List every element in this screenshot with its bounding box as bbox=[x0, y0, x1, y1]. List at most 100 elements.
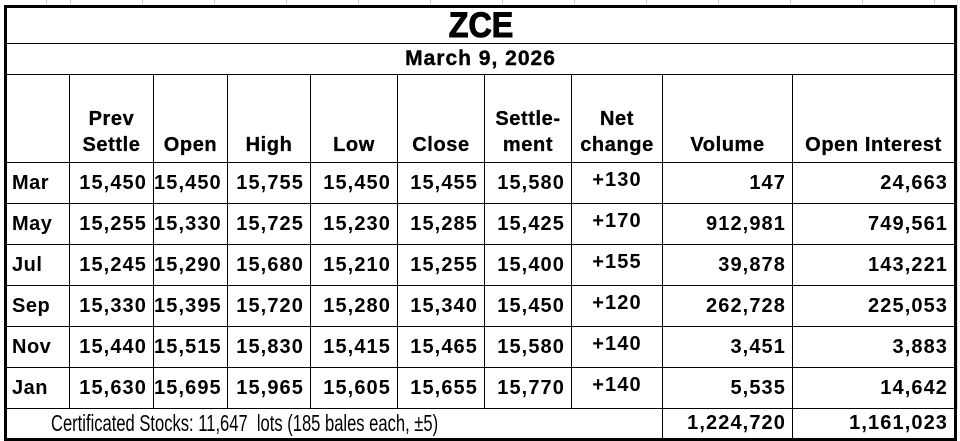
cell-settlement: 15,450 bbox=[484, 285, 572, 327]
cell-settlement: 15,425 bbox=[484, 203, 572, 245]
header-line: Net bbox=[599, 108, 635, 130]
col-header-open-interest: Open Interest bbox=[791, 74, 957, 163]
cell-net-change: +170 bbox=[571, 203, 663, 245]
header-line: Prev bbox=[88, 108, 135, 130]
cell-prev-settle: 15,245 bbox=[69, 244, 154, 286]
data-rows: Mar 15,450 15,450 15,755 15,450 15,455 1… bbox=[5, 162, 957, 409]
col-header-open: Open bbox=[153, 74, 228, 163]
cell-open-interest: 24,663 bbox=[791, 162, 957, 204]
footer-row: Certificated Stocks: 11,647 lots (185 ba… bbox=[5, 408, 957, 440]
cell-prev-settle: 15,630 bbox=[69, 367, 154, 409]
cell-month: Mar bbox=[5, 162, 70, 204]
volume-total-cell: 1,224,720 bbox=[662, 408, 793, 440]
certificated-stocks-note: Certificated Stocks: 11,647 lots (185 ba… bbox=[51, 410, 439, 436]
futures-price-table: ZCE March 9, 2026 Prev Settle Open High L… bbox=[4, 5, 958, 441]
header-line: Settle- bbox=[495, 108, 561, 130]
table-row: Nov 15,440 15,515 15,830 15,415 15,465 1… bbox=[5, 326, 957, 368]
header-line: Open Interest bbox=[805, 134, 942, 156]
excel-gridline-right bbox=[957, 0, 958, 409]
cell-prev-settle: 15,440 bbox=[69, 326, 154, 368]
col-header-volume: Volume bbox=[662, 74, 793, 163]
cell-month: Jul bbox=[5, 244, 70, 286]
cell-open-interest: 225,053 bbox=[791, 285, 957, 327]
open-interest-total-cell: 1,161,023 bbox=[791, 408, 957, 440]
cell-net-change: +155 bbox=[571, 244, 663, 286]
cell-high: 15,720 bbox=[227, 285, 311, 327]
date-cell: March 9, 2026 bbox=[4, 43, 957, 75]
cell-low: 15,605 bbox=[310, 367, 398, 409]
cell-close: 15,255 bbox=[397, 244, 485, 286]
header-line: Volume bbox=[690, 134, 765, 156]
cell-open-interest: 749,561 bbox=[791, 203, 957, 245]
cell-high: 15,830 bbox=[227, 326, 311, 368]
table-row: Mar 15,450 15,450 15,755 15,450 15,455 1… bbox=[5, 162, 957, 204]
table-row: May 15,255 15,330 15,725 15,230 15,285 1… bbox=[5, 203, 957, 245]
cell-volume: 912,981 bbox=[662, 203, 793, 245]
cell-open-interest: 14,642 bbox=[791, 367, 957, 409]
cell-net-change: +140 bbox=[571, 326, 663, 368]
cell-net-change: +120 bbox=[571, 285, 663, 327]
cell-open: 15,695 bbox=[153, 367, 228, 409]
header-line: Open bbox=[163, 134, 218, 156]
cell-high: 15,965 bbox=[227, 367, 311, 409]
cell-settlement: 15,580 bbox=[484, 326, 572, 368]
report-date: March 9, 2026 bbox=[405, 47, 556, 70]
cell-open: 15,330 bbox=[153, 203, 228, 245]
cell-open-interest: 143,221 bbox=[791, 244, 957, 286]
cell-close: 15,465 bbox=[397, 326, 485, 368]
exchange-title-cell: ZCE bbox=[4, 6, 957, 44]
header-line: change bbox=[580, 134, 654, 156]
cell-volume: 5,535 bbox=[662, 367, 793, 409]
cell-close: 15,285 bbox=[397, 203, 485, 245]
col-header-net-change: Net change bbox=[571, 74, 663, 163]
cell-low: 15,230 bbox=[310, 203, 398, 245]
header-line: ment bbox=[502, 134, 554, 156]
header-line: Settle bbox=[82, 134, 141, 156]
header-row: Prev Settle Open High Low Close Settle-me… bbox=[5, 74, 957, 163]
cell-open-interest: 3,883 bbox=[791, 326, 957, 368]
cell-prev-settle: 15,450 bbox=[69, 162, 154, 204]
col-header-month bbox=[5, 74, 70, 163]
col-header-close: Close bbox=[397, 74, 485, 163]
table-row: Jan 15,630 15,695 15,965 15,605 15,655 1… bbox=[5, 367, 957, 409]
cell-close: 15,340 bbox=[397, 285, 485, 327]
cell-settlement: 15,580 bbox=[484, 162, 572, 204]
cell-month: May bbox=[5, 203, 70, 245]
cell-month: Sep bbox=[5, 285, 70, 327]
header-line: Close bbox=[412, 134, 470, 156]
cell-low: 15,280 bbox=[310, 285, 398, 327]
cell-high: 15,680 bbox=[227, 244, 311, 286]
cell-month: Jan bbox=[5, 367, 70, 409]
cell-open: 15,515 bbox=[153, 326, 228, 368]
cell-open: 15,450 bbox=[153, 162, 228, 204]
excel-gridline-strip-top bbox=[0, 0, 960, 5]
cell-low: 15,210 bbox=[310, 244, 398, 286]
cell-close: 15,655 bbox=[397, 367, 485, 409]
date-row: March 9, 2026 bbox=[4, 43, 957, 75]
header-line: High bbox=[245, 134, 293, 156]
col-header-high: High bbox=[227, 74, 311, 163]
cell-open: 15,290 bbox=[153, 244, 228, 286]
cell-high: 15,755 bbox=[227, 162, 311, 204]
cell-net-change: +130 bbox=[571, 162, 663, 204]
cell-settlement: 15,400 bbox=[484, 244, 572, 286]
page-title: ZCE bbox=[448, 6, 513, 44]
cell-volume: 147 bbox=[662, 162, 793, 204]
cell-high: 15,725 bbox=[227, 203, 311, 245]
col-header-settlement: Settle-ment bbox=[484, 74, 572, 163]
cell-low: 15,450 bbox=[310, 162, 398, 204]
cell-settlement: 15,770 bbox=[484, 367, 572, 409]
cell-close: 15,455 bbox=[397, 162, 485, 204]
cell-low: 15,415 bbox=[310, 326, 398, 368]
table-row: Sep 15,330 15,395 15,720 15,280 15,340 1… bbox=[5, 285, 957, 327]
header-line: Low bbox=[333, 134, 375, 156]
certificated-stocks-note-cell: Certificated Stocks: 11,647 lots (185 ba… bbox=[5, 408, 663, 440]
col-header-prev-settle: Prev Settle bbox=[69, 74, 154, 163]
cell-month: Nov bbox=[5, 326, 70, 368]
cell-volume: 3,451 bbox=[662, 326, 793, 368]
cell-net-change: +140 bbox=[571, 367, 663, 409]
col-header-low: Low bbox=[310, 74, 398, 163]
cell-prev-settle: 15,330 bbox=[69, 285, 154, 327]
table-row: Jul 15,245 15,290 15,680 15,210 15,255 1… bbox=[5, 244, 957, 286]
